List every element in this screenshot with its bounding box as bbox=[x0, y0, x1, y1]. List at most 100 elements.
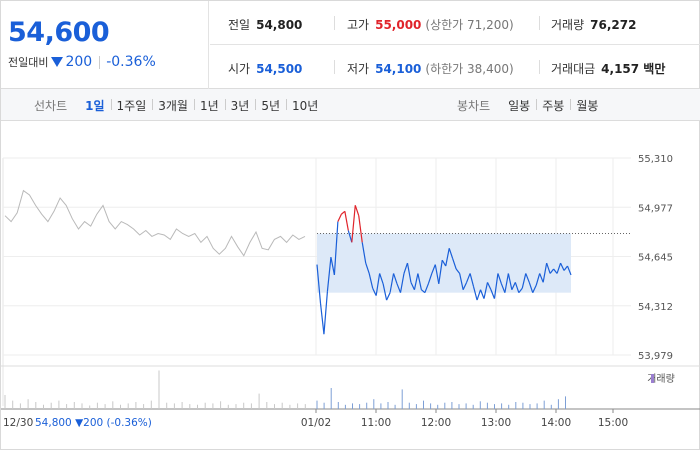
x-tick-label: 11:00 bbox=[361, 417, 391, 429]
today-series-segment bbox=[424, 283, 429, 293]
today-series-segment bbox=[563, 265, 568, 271]
price-chart[interactable]: 55,310 54,977 54,645 54,312 53,979 거래량 01/02… bbox=[1, 121, 700, 450]
price-box: 54,600 전일대비 200 -0.36% bbox=[1, 1, 209, 89]
today-series-segment bbox=[546, 262, 551, 274]
change-label: 전일대비 bbox=[8, 56, 49, 69]
y-tick-label: 54,977 bbox=[638, 203, 673, 214]
prev-close-value: 54,800 bbox=[256, 18, 303, 32]
y-tick-label: 54,312 bbox=[638, 302, 673, 313]
today-series-segment bbox=[469, 273, 475, 287]
stats-table: 전일 54,800 고가 55,000 (상한가 71,200) 거래량 76,272 … bbox=[210, 1, 700, 89]
today-series-segment bbox=[539, 273, 544, 283]
line-chart-title: 선차트 bbox=[34, 99, 68, 113]
change-amount: 200 bbox=[65, 54, 93, 70]
x-tick-label: 01/02 bbox=[301, 417, 331, 429]
today-series-segment bbox=[375, 273, 381, 296]
today-series-segment bbox=[365, 262, 370, 274]
prev-close-label: 전일 bbox=[228, 18, 251, 32]
prev-day-series bbox=[4, 189, 306, 257]
x-tick-label: 13:00 bbox=[481, 417, 511, 429]
today-series-segment bbox=[358, 215, 363, 243]
today-series-segment bbox=[455, 268, 461, 274]
candle-chart-title: 봉차트 bbox=[457, 99, 491, 113]
divider bbox=[334, 60, 335, 74]
tab-10-years[interactable]: 10년 bbox=[286, 97, 324, 114]
today-series-segment bbox=[518, 287, 523, 294]
today-series-segment bbox=[431, 264, 436, 274]
lower-limit: (하한가 38,400) bbox=[425, 62, 514, 76]
x-tick-label: 14:00 bbox=[541, 417, 571, 429]
high: 고가 55,000 (상한가 71,200) bbox=[347, 16, 514, 33]
tab-weekly[interactable]: 주봉 bbox=[536, 97, 570, 114]
tab-5-years[interactable]: 5년 bbox=[255, 97, 286, 114]
y-tick-label: 55,310 bbox=[638, 154, 673, 165]
divider bbox=[539, 60, 540, 74]
today-series-segment bbox=[323, 291, 329, 335]
tab-3-years[interactable]: 3년 bbox=[224, 97, 256, 114]
change-percent: -0.36% bbox=[106, 54, 156, 70]
stats-row-1: 전일 54,800 고가 55,000 (상한가 71,200) 거래량 76,272 bbox=[210, 1, 700, 45]
divider bbox=[334, 16, 335, 30]
today-series-segment bbox=[566, 265, 572, 276]
today-series-segment bbox=[507, 273, 513, 290]
today-series-segment bbox=[333, 221, 339, 275]
today-series-segment bbox=[514, 282, 520, 293]
today-series-segment bbox=[462, 282, 468, 290]
trade-amount-value: 4,157 백만 bbox=[601, 62, 666, 76]
today-series-segment bbox=[368, 273, 374, 289]
today-series-segment bbox=[472, 286, 478, 301]
stats-row-2: 시가 54,500 저가 54,100 (하한가 38,400) 거래대금 4,157 … bbox=[210, 45, 700, 89]
today-series-segment bbox=[347, 230, 353, 243]
today-series-segment bbox=[316, 264, 322, 304]
open: 시가 54,500 bbox=[228, 60, 302, 77]
today-series-segment bbox=[556, 262, 562, 274]
today-series-segment bbox=[528, 282, 534, 293]
today-series-segment bbox=[372, 287, 377, 296]
open-value: 54,500 bbox=[256, 62, 303, 76]
today-series-segment bbox=[413, 273, 419, 290]
today-series-segment bbox=[500, 283, 506, 293]
tab-1-week[interactable]: 1주일 bbox=[110, 97, 153, 114]
today-series-segment bbox=[521, 273, 527, 289]
tab-daily[interactable]: 일봉 bbox=[508, 99, 531, 113]
tab-1-day[interactable]: 1일 bbox=[85, 99, 105, 113]
low: 저가 54,100 (하한가 38,400) bbox=[347, 60, 514, 77]
upper-limit: (상한가 71,200) bbox=[425, 18, 514, 32]
today-series-segment bbox=[497, 273, 502, 284]
open-label: 시가 bbox=[228, 62, 251, 76]
today-series-segment bbox=[382, 283, 388, 301]
today-series-segment bbox=[486, 282, 492, 290]
chart-area[interactable]: 55,310 54,977 54,645 54,312 53,979 거래량 01/02… bbox=[1, 121, 700, 450]
today-series-segment bbox=[438, 260, 443, 284]
today-series-segment bbox=[490, 289, 496, 299]
volume-label: 거래량 bbox=[551, 18, 585, 32]
today-series-segment bbox=[560, 262, 565, 271]
today-series-segment bbox=[399, 273, 405, 293]
high-value: 55,000 bbox=[375, 18, 422, 32]
today-series-segment bbox=[445, 248, 450, 267]
today-series-segment bbox=[351, 205, 356, 243]
today-series-segment bbox=[553, 268, 558, 274]
change-row: 전일대비 200 -0.36% bbox=[8, 54, 156, 70]
y-tick-label: 54,645 bbox=[638, 253, 673, 264]
today-series-segment bbox=[396, 283, 402, 293]
today-series-segment bbox=[493, 273, 499, 299]
today-series-segment bbox=[511, 282, 516, 290]
tab-3-months[interactable]: 3개월 bbox=[152, 97, 194, 114]
high-label: 고가 bbox=[347, 18, 370, 32]
prev-close: 전일 54,800 bbox=[228, 16, 302, 33]
footer-summary: 54,800 ▼200 (-0.36%) bbox=[35, 417, 152, 429]
today-series-segment bbox=[549, 268, 555, 274]
today-series-segment bbox=[337, 213, 342, 222]
today-series-segment bbox=[326, 257, 332, 292]
line-chart-tabs: 선차트 1일 1주일 3개월 1년 3년 5년 10년 bbox=[34, 97, 324, 114]
current-price: 54,600 bbox=[8, 17, 110, 48]
today-series-segment bbox=[441, 259, 447, 267]
low-value: 54,100 bbox=[375, 62, 422, 76]
divider bbox=[99, 55, 101, 69]
tab-1-year[interactable]: 1년 bbox=[193, 97, 225, 114]
today-series-segment bbox=[344, 211, 349, 231]
trade-amount: 거래대금 4,157 백만 bbox=[551, 60, 665, 77]
tab-monthly[interactable]: 월봉 bbox=[570, 97, 604, 114]
today-series-segment bbox=[340, 210, 346, 215]
